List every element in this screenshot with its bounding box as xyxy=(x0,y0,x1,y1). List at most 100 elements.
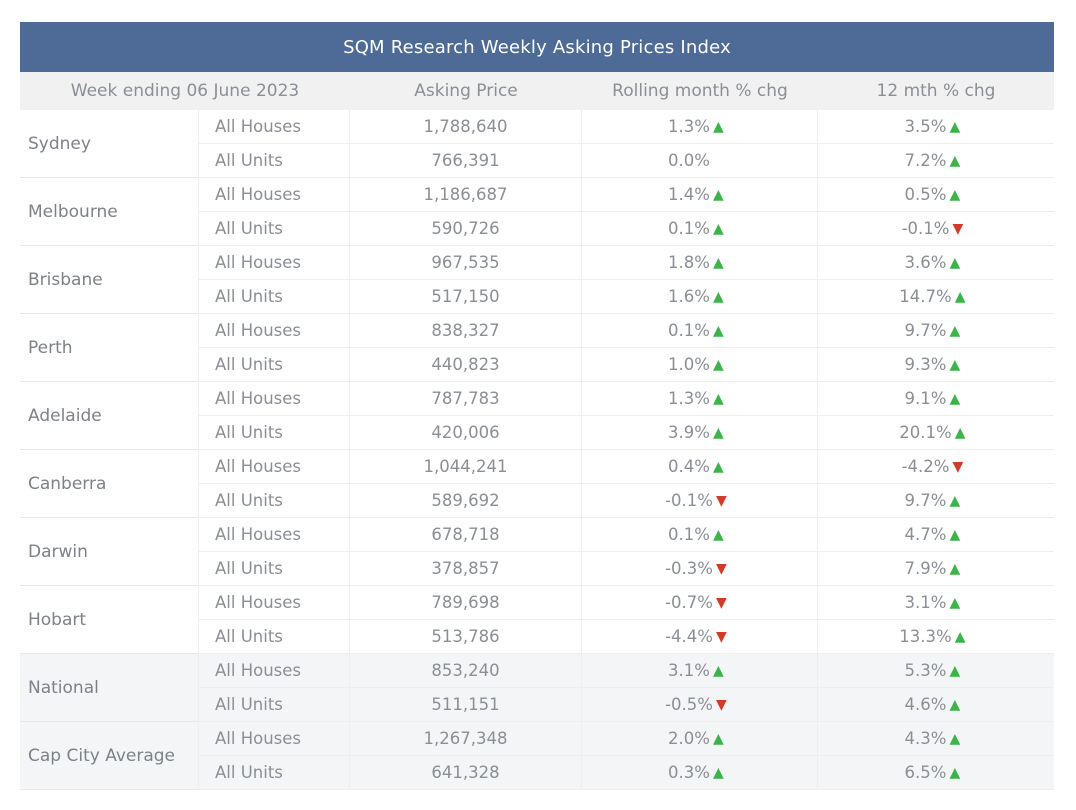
twelve-month-change-cell: 7.2% ▲ xyxy=(818,144,1054,177)
triangle-up-icon: ▲ xyxy=(954,628,966,645)
property-type: All Houses xyxy=(198,246,350,279)
asking-price: 789,698 xyxy=(350,586,582,619)
twelve-month-change: 9.3% xyxy=(904,355,947,374)
triangle-up-icon: ▲ xyxy=(712,458,724,475)
rolling-month-change-cell: -0.7% ▼ xyxy=(582,586,818,619)
asking-price: 513,786 xyxy=(350,620,582,653)
rolling-month-change: -0.7% xyxy=(665,593,713,612)
table-row: All Units 590,726 0.1% ▲ -0.1% ▼ xyxy=(198,212,1054,246)
triangle-down-icon: ▼ xyxy=(715,560,727,577)
rolling-month-change-cell: -4.4% ▼ xyxy=(582,620,818,653)
asking-price: 1,186,687 xyxy=(350,178,582,211)
property-type: All Units xyxy=(198,416,350,449)
twelve-month-change-cell: 13.3% ▲ xyxy=(818,620,1054,653)
asking-price: 678,718 xyxy=(350,518,582,551)
rolling-month-change-cell: -0.3% ▼ xyxy=(582,552,818,585)
property-type: All Units xyxy=(198,756,350,789)
twelve-month-change-cell: 9.7% ▲ xyxy=(818,314,1054,347)
asking-price: 766,391 xyxy=(350,144,582,177)
rolling-month-change-cell: 0.3% ▲ xyxy=(582,756,818,789)
rolling-month-change: 1.0% xyxy=(668,355,710,374)
asking-price: 1,267,348 xyxy=(350,722,582,755)
property-type: All Units xyxy=(198,280,350,313)
twelve-month-change: 3.1% xyxy=(904,593,947,612)
rolling-month-change: -0.3% xyxy=(665,559,713,578)
rolling-month-change-cell: 2.0% ▲ xyxy=(582,722,818,755)
city-group: Sydney All Houses 1,788,640 1.3% ▲ 3.5% ▲ All U… xyxy=(20,110,1054,178)
twelve-month-change: 4.6% xyxy=(904,695,947,714)
table-row: All Houses 967,535 1.8% ▲ 3.6% ▲ xyxy=(198,246,1054,280)
triangle-up-icon: ▲ xyxy=(949,560,961,577)
triangle-down-icon: ▼ xyxy=(715,594,727,611)
rolling-month-change-cell: 3.9% ▲ xyxy=(582,416,818,449)
twelve-month-change: 4.3% xyxy=(904,729,947,748)
table-row: All Houses 1,044,241 0.4% ▲ -4.2% ▼ xyxy=(198,450,1054,484)
rolling-month-change-cell: 1.8% ▲ xyxy=(582,246,818,279)
city-group: National All Houses 853,240 3.1% ▲ 5.3% ▲ All U… xyxy=(20,654,1054,722)
property-type: All Houses xyxy=(198,654,350,687)
twelve-month-change-cell: 20.1% ▲ xyxy=(818,416,1054,449)
rolling-month-change: 1.3% xyxy=(668,389,710,408)
asking-price: 420,006 xyxy=(350,416,582,449)
triangle-up-icon: ▲ xyxy=(949,356,961,373)
twelve-month-change: -0.1% xyxy=(901,219,950,238)
property-type: All Units xyxy=(198,620,350,653)
triangle-up-icon: ▲ xyxy=(949,152,961,169)
triangle-down-icon: ▼ xyxy=(715,696,727,713)
table-row: All Houses 678,718 0.1% ▲ 4.7% ▲ xyxy=(198,518,1054,552)
city-name: Darwin xyxy=(20,518,198,586)
rolling-month-change-cell: 0.1% ▲ xyxy=(582,314,818,347)
triangle-up-icon: ▲ xyxy=(949,696,961,713)
twelve-month-change: 14.7% xyxy=(899,287,952,306)
rolling-month-change-cell: 1.3% ▲ xyxy=(582,110,818,143)
city-name: National xyxy=(20,654,198,722)
city-name: Adelaide xyxy=(20,382,198,450)
triangle-down-icon: ▼ xyxy=(952,220,964,237)
table-row: All Houses 838,327 0.1% ▲ 9.7% ▲ xyxy=(198,314,1054,348)
table-row: All Houses 789,698 -0.7% ▼ 3.1% ▲ xyxy=(198,586,1054,620)
rolling-month-change-cell: 0.1% ▲ xyxy=(582,212,818,245)
rolling-month-change-cell: 3.1% ▲ xyxy=(582,654,818,687)
city-group: Perth All Houses 838,327 0.1% ▲ 9.7% ▲ All Unit… xyxy=(20,314,1054,382)
twelve-month-change-cell: 9.1% ▲ xyxy=(818,382,1054,415)
header-12-month: 12 mth % chg xyxy=(876,81,996,101)
rolling-month-change: 0.0% xyxy=(668,151,710,170)
rolling-month-change: -4.4% xyxy=(665,627,713,646)
city-group: Darwin All Houses 678,718 0.1% ▲ 4.7% ▲ All Uni… xyxy=(20,518,1054,586)
asking-price: 589,692 xyxy=(350,484,582,517)
city-group: Brisbane All Houses 967,535 1.8% ▲ 3.6% ▲ All U… xyxy=(20,246,1054,314)
twelve-month-change: 9.7% xyxy=(904,491,947,510)
table-row: All Houses 853,240 3.1% ▲ 5.3% ▲ xyxy=(198,654,1054,688)
triangle-up-icon: ▲ xyxy=(954,424,966,441)
city-group: Hobart All Houses 789,698 -0.7% ▼ 3.1% ▲ All Un… xyxy=(20,586,1054,654)
twelve-month-change-cell: -0.1% ▼ xyxy=(818,212,1054,245)
triangle-up-icon: ▲ xyxy=(712,730,724,747)
twelve-month-change-cell: 7.9% ▲ xyxy=(818,552,1054,585)
rolling-month-change: 0.1% xyxy=(668,219,710,238)
property-type: All Units xyxy=(198,688,350,721)
property-type: All Units xyxy=(198,484,350,517)
asking-prices-table: SQM Research Weekly Asking Prices Index … xyxy=(20,22,1054,790)
property-type: All Units xyxy=(198,144,350,177)
asking-price: 838,327 xyxy=(350,314,582,347)
table-row: All Units 589,692 -0.1% ▼ 9.7% ▲ xyxy=(198,484,1054,518)
city-name: Sydney xyxy=(20,110,198,178)
rolling-month-change-cell: 1.0% ▲ xyxy=(582,348,818,381)
twelve-month-change-cell: 3.6% ▲ xyxy=(818,246,1054,279)
triangle-up-icon: ▲ xyxy=(712,764,724,781)
twelve-month-change-cell: 4.7% ▲ xyxy=(818,518,1054,551)
asking-price: 1,044,241 xyxy=(350,450,582,483)
table-row: All Houses 1,267,348 2.0% ▲ 4.3% ▲ xyxy=(198,722,1054,756)
table-row: All Houses 1,186,687 1.4% ▲ 0.5% ▲ xyxy=(198,178,1054,212)
triangle-up-icon: ▲ xyxy=(712,254,724,271)
table-row: All Houses 787,783 1.3% ▲ 9.1% ▲ xyxy=(198,382,1054,416)
twelve-month-change: 6.5% xyxy=(904,763,947,782)
triangle-up-icon: ▲ xyxy=(712,424,724,441)
property-type: All Units xyxy=(198,552,350,585)
asking-price: 853,240 xyxy=(350,654,582,687)
asking-price: 641,328 xyxy=(350,756,582,789)
twelve-month-change: 0.5% xyxy=(904,185,947,204)
rolling-month-change: 1.4% xyxy=(668,185,710,204)
rolling-month-change: 0.1% xyxy=(668,321,710,340)
city-name: Canberra xyxy=(20,450,198,518)
